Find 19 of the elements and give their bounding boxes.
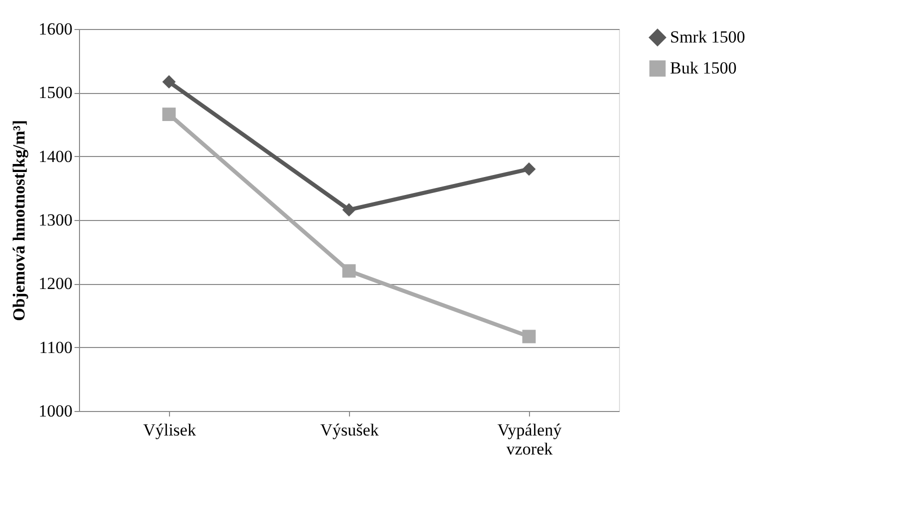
x-tick-label: Výsušek [320, 420, 380, 440]
y-tick-label: 1600 [38, 20, 72, 38]
point [342, 203, 356, 217]
legend-label: Buk 1500 [670, 58, 737, 78]
y-axis-title: Objemová hmotnost[kg/m³] [10, 120, 28, 322]
point [342, 264, 356, 278]
y-tick-label: 1200 [38, 274, 72, 294]
x-tick-label: Výlisek [143, 420, 196, 440]
x-tick-label: Vypálený vzorek [497, 420, 562, 458]
y-tick-label: 1300 [38, 210, 72, 230]
point [162, 108, 176, 122]
point [522, 162, 536, 176]
y-tick-label: 1500 [38, 83, 72, 102]
point [162, 75, 176, 89]
y-tick-label: 1000 [38, 402, 72, 420]
y-tick-label: 1400 [38, 146, 72, 166]
y-tick-label: 1100 [39, 338, 72, 357]
point [522, 330, 536, 344]
legend-label: Smrk 1500 [670, 28, 746, 46]
